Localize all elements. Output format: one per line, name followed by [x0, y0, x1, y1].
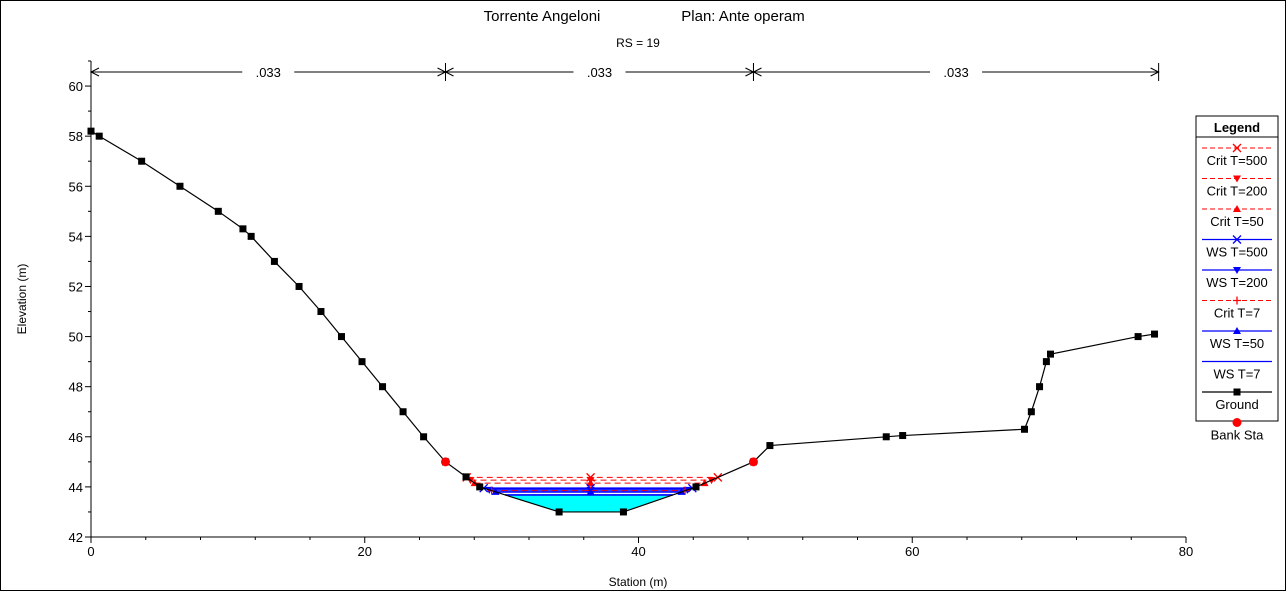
bank-station-point: [441, 457, 451, 467]
x-tick-label: 60: [905, 544, 919, 559]
ground-point: [1036, 383, 1044, 391]
bank-station-point: [748, 457, 758, 467]
ground-point: [138, 157, 146, 165]
y-tick-label: 60: [69, 79, 83, 94]
legend-entry-label: WS T=200: [1206, 275, 1268, 290]
plan-label: Plan: Ante operam: [681, 8, 804, 25]
legend-entry-label: WS T=500: [1206, 245, 1268, 260]
axes: 42 44 46 48 50 52 54 56 58 60 0 20 40 60 80: [69, 60, 1193, 559]
legend-entry-label: Crit T=200: [1207, 184, 1268, 199]
bank-stations: [441, 457, 758, 467]
legend-entry-label: Ground: [1215, 397, 1258, 412]
legend-entry-label: Bank Sta: [1211, 428, 1265, 443]
ground-point: [95, 132, 103, 140]
river-station-label: RS = 19: [616, 36, 660, 50]
ground-point: [1020, 425, 1028, 433]
legend-entry-label: Crit T=500: [1207, 153, 1268, 168]
ground-point: [462, 473, 470, 481]
legend-swatch-marker: [1233, 175, 1241, 183]
ground-point: [317, 308, 325, 316]
y-tick-label: 58: [69, 129, 83, 144]
ground-point: [476, 483, 484, 491]
ground-point: [358, 358, 366, 366]
mannings-n-label: .033: [943, 65, 968, 80]
ground-point: [1027, 408, 1035, 416]
y-tick-label: 48: [69, 380, 83, 395]
ground-point: [270, 257, 278, 265]
ground-point: [337, 333, 345, 341]
chart-title: Torrente Angeloni: [484, 8, 601, 25]
ground-point: [1134, 333, 1142, 341]
ground-point: [87, 127, 95, 135]
y-tick-label: 42: [69, 530, 83, 545]
ground-point: [555, 508, 563, 516]
mannings-n-label: .033: [256, 65, 281, 80]
ground-point: [1151, 330, 1159, 338]
y-tick-label: 52: [69, 279, 83, 294]
legend-title: Legend: [1214, 120, 1260, 135]
ground-point: [295, 282, 303, 290]
ground-point: [420, 433, 428, 441]
y-axis-label: Elevation (m): [15, 264, 29, 335]
ground-point: [176, 182, 184, 190]
mannings-n-annotations: .033 .033 .033: [89, 63, 1160, 81]
ground-point: [766, 442, 774, 450]
ground-point: [692, 483, 700, 491]
legend: Legend Crit T=500 Crit T=200 Crit T=50 WS T…: [1195, 115, 1279, 443]
legend-entry-label: WS T=7: [1213, 367, 1260, 382]
x-tick-label: 0: [87, 544, 94, 559]
ground-point: [379, 383, 387, 391]
legend-swatch-marker: [1232, 235, 1242, 244]
legend-swatch-marker: [1233, 296, 1241, 305]
ground-point: [399, 408, 407, 416]
legend-swatch-marker: [1232, 143, 1242, 153]
y-tick-label: 54: [69, 229, 83, 244]
y-tick-label: 44: [69, 480, 83, 495]
legend-entry-label: WS T=50: [1210, 336, 1264, 351]
ground-point: [247, 232, 255, 240]
mannings-arrow-left: [752, 67, 762, 77]
legend-entry-label: Crit T=7: [1214, 306, 1260, 321]
legend-swatch-marker: [1233, 388, 1241, 396]
ground-point: [619, 508, 627, 516]
water-surface-marker: [586, 487, 595, 495]
ground-point: [1042, 358, 1050, 366]
ground-point: [214, 207, 222, 215]
mannings-arrow-right: [1150, 67, 1160, 77]
ground-line: [90, 130, 1155, 513]
water-surfaces: [462, 472, 723, 512]
ground-point: [882, 433, 890, 441]
y-tick-label: 56: [69, 179, 83, 194]
x-tick-label: 40: [631, 544, 645, 559]
ground-point: [1046, 350, 1054, 358]
y-tick-label: 46: [69, 430, 83, 445]
legend-swatch-marker: [1233, 205, 1241, 212]
water-surface-marker: [586, 479, 595, 487]
x-axis-label: Station (m): [609, 575, 668, 589]
mannings-arrow-left: [444, 67, 454, 77]
ground-point: [239, 225, 247, 233]
x-tick-label: 80: [1179, 544, 1193, 559]
ground-profile: [87, 127, 1159, 516]
legend-entry-label: Crit T=50: [1210, 214, 1264, 229]
y-tick-label: 50: [69, 330, 83, 345]
ground-point: [899, 432, 907, 440]
mannings-n-label: .033: [587, 65, 612, 80]
legend-swatch-marker: [1233, 267, 1241, 274]
legend-swatch-marker: [1233, 327, 1241, 334]
legend-swatch-marker: [1232, 418, 1242, 427]
x-tick-label: 20: [358, 544, 372, 559]
